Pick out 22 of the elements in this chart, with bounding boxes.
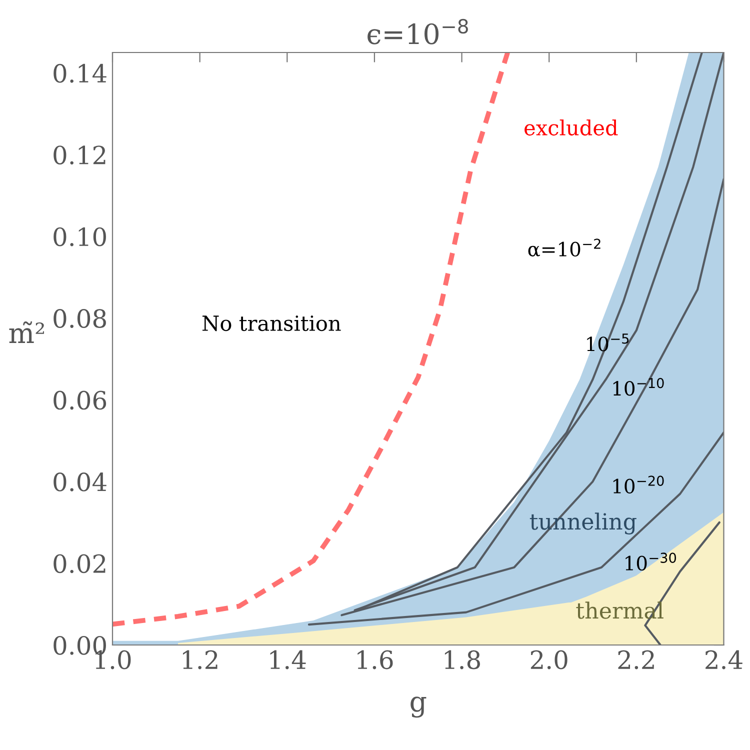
annotation: 10$^{−30}$ [626, 552, 676, 571]
x-tick-label: 1.6 [358, 650, 393, 670]
x-axis-title: g [410, 696, 426, 718]
x-tick-label: 2.4 [706, 650, 742, 670]
x-tick-label: 2.0 [530, 650, 568, 670]
y-tick-label: 0.04 [54, 472, 106, 492]
y-axis-title: m̃² [9, 321, 44, 343]
annotation: No transition [202, 315, 341, 332]
y-tick-label: 0.14 [54, 64, 106, 83]
annotation: 10$^{−20}$ [613, 476, 664, 494]
y-tick-label: 0.06 [54, 390, 106, 410]
y-tick-label: 0.02 [54, 554, 106, 574]
x-tick-label: 1.8 [444, 650, 480, 670]
annotation: α=10$^{−2}$ [528, 238, 600, 256]
x-tick-label: 2.2 [618, 650, 654, 670]
x-tick-label: 1.4 [270, 650, 306, 670]
y-tick-label: 0.12 [54, 146, 106, 165]
chart-title: ϵ=10$^{−8}$ [368, 18, 468, 44]
annotation: excluded [524, 119, 618, 136]
y-tick-label: 0.10 [54, 227, 106, 246]
y-tick-label: 0.08 [54, 309, 106, 328]
x-tick-label: 1.2 [182, 650, 218, 670]
